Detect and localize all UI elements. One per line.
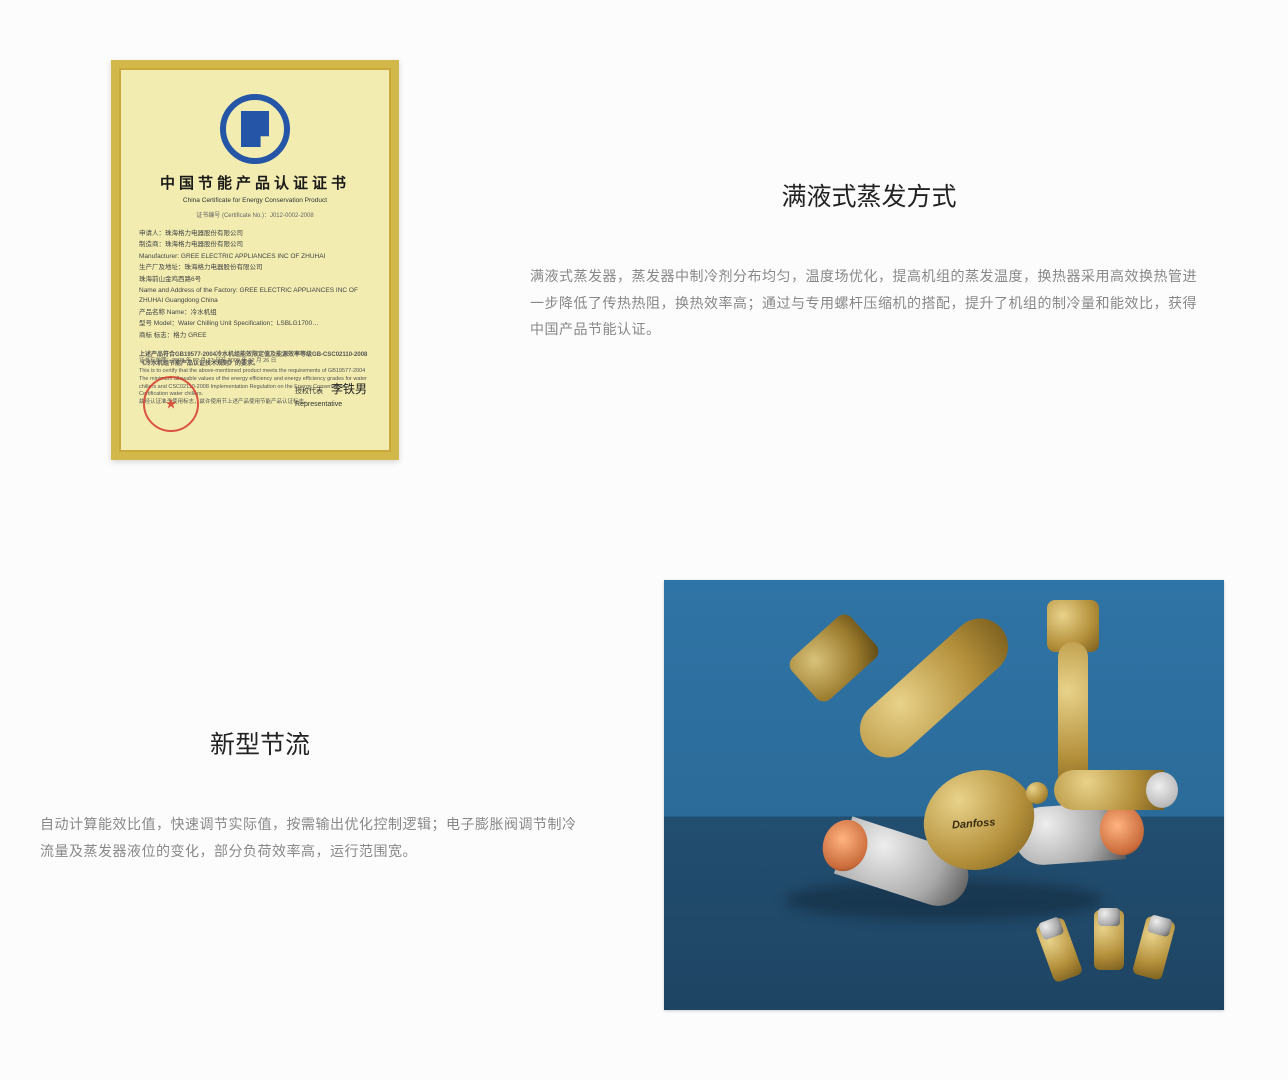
valve-photo-container: Danfoss xyxy=(640,580,1248,1010)
certificate-logo-icon xyxy=(220,94,290,164)
cert-field: 珠海前山金鸡西路6号 xyxy=(139,275,371,285)
certificate-frame: 中国节能产品认证证书 China Certificate for Energy … xyxy=(119,68,391,452)
valve-bolt xyxy=(1026,782,1048,804)
certificate-seal-icon xyxy=(143,376,199,432)
cert-field: 申请人：珠海格力电器股份有限公司 xyxy=(139,229,371,239)
certificate-image: 中国节能产品认证证书 China Certificate for Energy … xyxy=(111,60,399,460)
cert-field: 制造商：珠海格力电器股份有限公司 xyxy=(139,240,371,250)
valve-tiny-cap xyxy=(1098,908,1120,926)
signature: 李铁男 xyxy=(331,382,367,396)
valve-tiny-1 xyxy=(1035,917,1084,984)
valve-tiny-cap xyxy=(1038,916,1065,940)
section2-text: 新型节流 自动计算能效比值，快速调节实际值，按需输出优化控制逻辑；电子膨胀阀调节… xyxy=(40,725,580,864)
valve-tiny-group xyxy=(1034,900,1184,990)
page: 中国节能产品认证证书 China Certificate for Energy … xyxy=(0,0,1288,1050)
certificate-signature-block: 授权代表 李铁男 Representative xyxy=(295,380,367,410)
valve-photo: Danfoss xyxy=(664,580,1224,1010)
certificate-title-en: China Certificate for Energy Conservatio… xyxy=(139,197,371,204)
valve-tiny-2 xyxy=(1094,910,1124,970)
cert-field: 型号 Model：Water Chilling Unit Specificati… xyxy=(139,319,371,329)
cert-field: 产品名称 Name：冷水机组 xyxy=(139,308,371,318)
certificate-title-cn: 中国节能产品认证证书 xyxy=(139,172,371,193)
valve-tiny-cap xyxy=(1147,914,1173,937)
certificate-container: 中国节能产品认证证书 China Certificate for Energy … xyxy=(40,60,470,460)
section1-text: 满液式蒸发方式 满液式蒸发器，蒸发器中制冷剂分布均匀，温度场优化，提高机组的蒸发… xyxy=(530,177,1248,343)
certificate-date: 证书有效期：2008 年 02 月 27 日至 2009 年 02 月 26 日 xyxy=(139,356,371,364)
section2-heading: 新型节流 xyxy=(40,725,580,761)
cert-field: 商标 标志：格力 GREE xyxy=(139,331,371,341)
cert-field: 生产厂及地址：珠海格力电器股份有限公司 xyxy=(139,263,371,273)
valve-cap xyxy=(786,610,883,705)
valve-stem xyxy=(848,607,1019,769)
certificate-number: 证书编号 (Certificate No.)：J012-0002-2008 xyxy=(139,210,371,219)
cert-field: Manufacturer: GREE ELECTRIC APPLIANCES I… xyxy=(139,252,371,262)
valve-tiny-3 xyxy=(1132,915,1177,981)
sign-label: 授权代表 xyxy=(295,388,323,395)
section1-heading: 满液式蒸发方式 xyxy=(530,177,1208,213)
section-flooded-evaporation: 中国节能产品认证证书 China Certificate for Energy … xyxy=(40,60,1248,460)
sign-sub: Representative xyxy=(295,401,342,408)
section2-body: 自动计算能效比值，快速调节实际值，按需输出优化控制逻辑；电子膨胀阀调节制冷流量及… xyxy=(40,811,580,864)
valve-small-outlet xyxy=(1054,770,1164,810)
section1-body: 满液式蒸发器，蒸发器中制冷剂分布均匀，温度场优化，提高机组的蒸发温度，换热器采用… xyxy=(530,263,1208,343)
cert-field: Name and Address of the Factory: GREE EL… xyxy=(139,286,371,307)
section-new-throttle: 新型节流 自动计算能效比值，快速调节实际值，按需输出优化控制逻辑；电子膨胀阀调节… xyxy=(40,580,1248,1010)
certificate-fields: 申请人：珠海格力电器股份有限公司 制造商：珠海格力电器股份有限公司 Manufa… xyxy=(139,229,371,341)
